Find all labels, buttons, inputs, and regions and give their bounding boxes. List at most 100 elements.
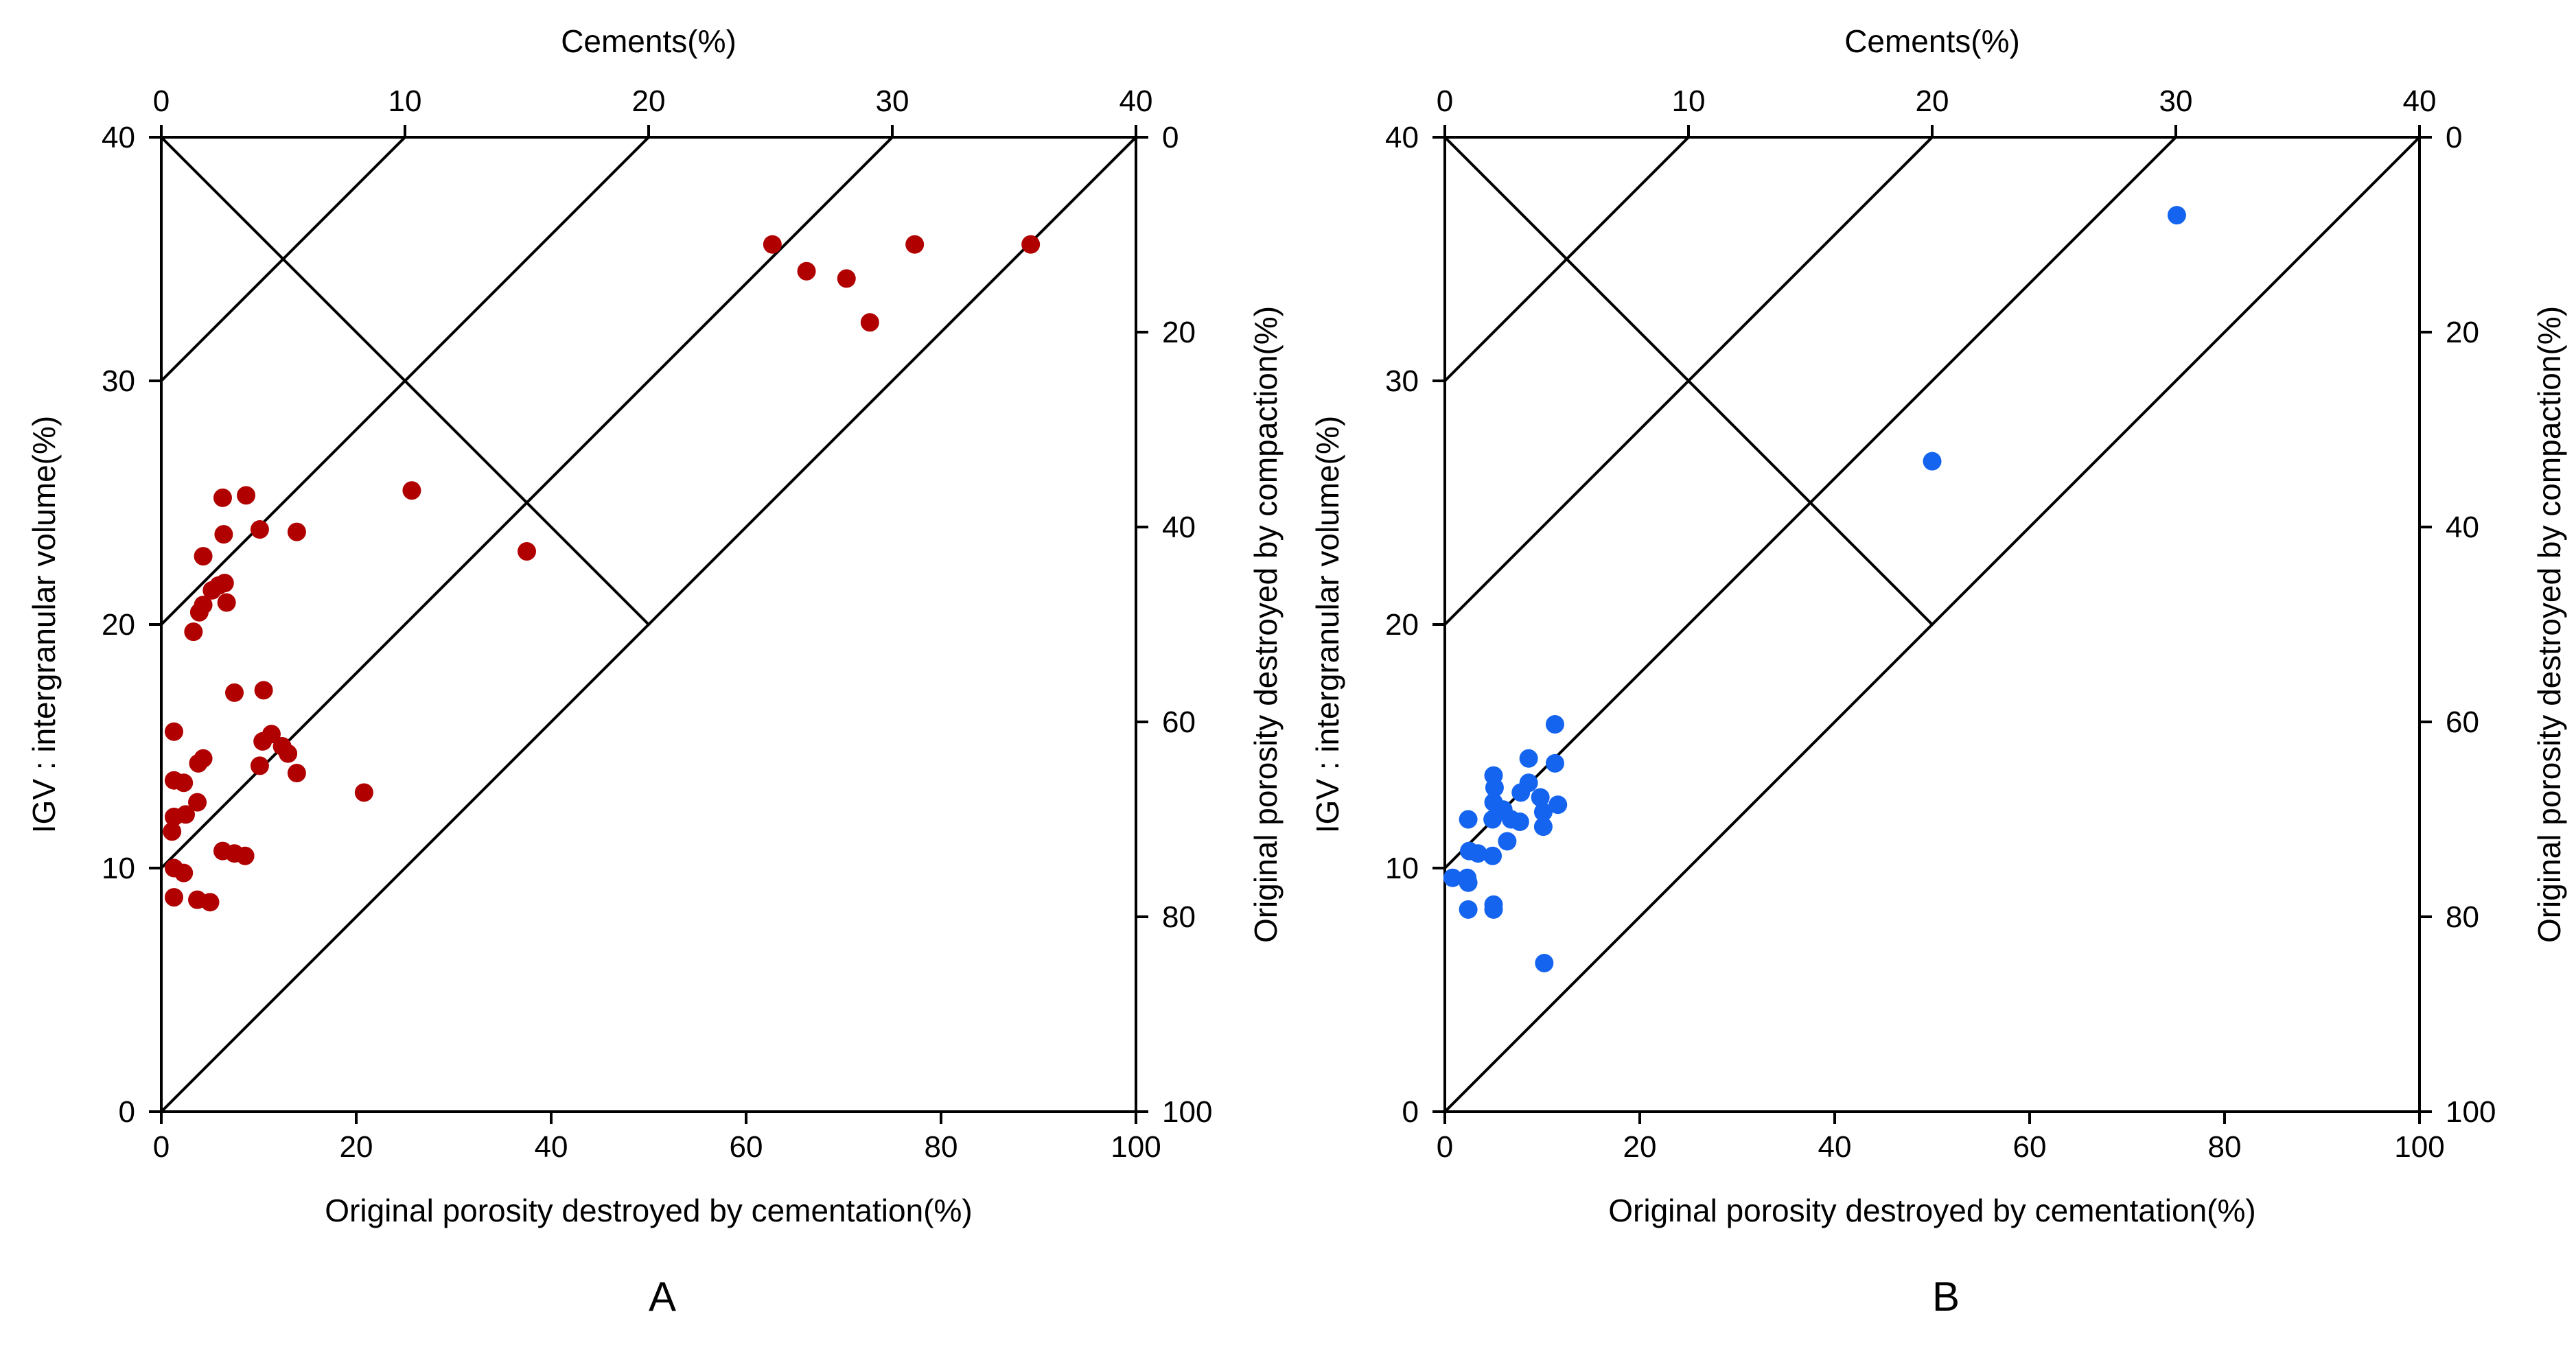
- data-point: [1459, 810, 1478, 829]
- data-point: [1484, 900, 1503, 919]
- axis-ticks: [149, 125, 1148, 1124]
- right-tick-label: 100: [1162, 1095, 1212, 1129]
- data-point: [164, 722, 183, 741]
- x-tick-label: 40: [1818, 1130, 1852, 1164]
- data-point: [1468, 844, 1487, 863]
- y-tick-label: 30: [102, 364, 135, 398]
- y-tick-label: 0: [119, 1095, 135, 1129]
- data-point: [254, 681, 273, 700]
- data-point: [163, 822, 182, 841]
- data-point: [1535, 953, 1554, 972]
- panel-label: B: [1932, 1274, 1960, 1320]
- x-tick-label: 20: [340, 1130, 373, 1164]
- data-point: [860, 313, 879, 332]
- top-tick-label: 30: [876, 84, 909, 118]
- data-points: [163, 235, 1041, 912]
- data-point: [1923, 452, 1942, 471]
- data-point: [1443, 868, 1462, 887]
- data-point: [1483, 846, 1502, 865]
- panel-label: A: [649, 1274, 676, 1320]
- y-axis-label: IGV : intergranular volume(%): [1310, 416, 1345, 833]
- data-point: [1511, 783, 1531, 802]
- tick-labels: 0 20 40 60 80 100 0 10 20 30 40 0 10 20 30 40 0 20 40 60 80 1…: [1385, 84, 2496, 1164]
- right-tick-label: 40: [1162, 511, 1196, 544]
- x-tick-label: 0: [1437, 1130, 1453, 1164]
- data-point: [1548, 795, 1568, 815]
- data-point: [1459, 873, 1478, 892]
- data-point: [1483, 810, 1502, 829]
- guide-lines: [159, 135, 1138, 1114]
- data-point: [174, 773, 194, 793]
- x-tick-label: 0: [153, 1130, 170, 1164]
- data-point: [1531, 788, 1550, 807]
- y-tick-label: 30: [1385, 364, 1419, 398]
- data-point: [189, 753, 208, 773]
- data-point: [1519, 749, 1538, 768]
- right-axis-label: Original porosity destroyed by compactio…: [2531, 306, 2567, 943]
- right-tick-label: 80: [2446, 900, 2479, 934]
- data-point: [225, 683, 244, 702]
- panel-a: 0 20 40 60 80 100 0 10 20 30 40 0 10 20 30 40 0 20 40 60 80 1…: [26, 23, 1284, 1320]
- y-tick-label: 20: [1385, 608, 1419, 642]
- data-point: [164, 888, 183, 907]
- x-tick-label: 100: [2394, 1130, 2444, 1164]
- data-point: [1545, 715, 1564, 734]
- x-tick-label: 60: [2013, 1130, 2047, 1164]
- top-tick-label: 40: [1119, 84, 1153, 118]
- compaction-cementation-divider: [1443, 135, 1934, 627]
- top-axis-label: Cements(%): [561, 23, 736, 59]
- top-tick-label: 30: [2159, 84, 2193, 118]
- data-point: [200, 893, 220, 912]
- data-point: [194, 547, 213, 566]
- y-axis-label: IGV : intergranular volume(%): [26, 416, 62, 833]
- top-tick-label: 20: [632, 84, 666, 118]
- right-tick-label: 60: [1162, 705, 1196, 739]
- right-tick-label: 20: [2446, 316, 2479, 349]
- guide-lines: [1443, 135, 2422, 1114]
- panel-b: 0 20 40 60 80 100 0 10 20 30 40 0 10 20 30 40 0 20 40 60 80 1…: [1310, 23, 2567, 1320]
- y-tick-label: 10: [102, 852, 135, 885]
- right-tick-label: 60: [2446, 705, 2479, 739]
- right-tick-label: 0: [2446, 121, 2462, 154]
- top-tick-label: 20: [1916, 84, 1949, 118]
- y-tick-label: 0: [1402, 1095, 1419, 1129]
- right-tick-label: 0: [1162, 121, 1179, 154]
- data-point: [174, 863, 194, 882]
- data-point: [250, 520, 269, 539]
- x-tick-label: 40: [535, 1130, 568, 1164]
- data-point: [1498, 832, 1517, 851]
- data-points: [1443, 206, 2186, 972]
- data-point: [184, 622, 203, 642]
- data-point: [188, 793, 207, 812]
- data-point: [1533, 817, 1553, 837]
- data-point: [237, 486, 256, 505]
- data-point: [215, 574, 234, 593]
- right-tick-label: 40: [2446, 511, 2479, 544]
- x-axis-label: Original porosity destroyed by cementati…: [325, 1193, 972, 1228]
- data-point: [2167, 206, 2186, 225]
- y-tick-label: 40: [1385, 121, 1419, 154]
- x-tick-label: 100: [1111, 1130, 1161, 1164]
- data-point: [217, 593, 236, 612]
- tick-labels: 0 20 40 60 80 100 0 10 20 30 40 0 10 20 30 40 0 20 40 60 80 1…: [102, 84, 1212, 1164]
- data-point: [905, 235, 925, 254]
- data-point: [354, 783, 373, 802]
- right-tick-label: 80: [1162, 900, 1196, 934]
- data-point: [837, 269, 856, 288]
- data-point: [176, 805, 195, 824]
- data-point: [1485, 778, 1504, 797]
- top-tick-label: 40: [2403, 84, 2437, 118]
- data-point: [213, 488, 232, 507]
- compaction-cementation-divider: [159, 135, 651, 627]
- data-point: [763, 235, 782, 254]
- data-point: [235, 846, 255, 865]
- data-point: [279, 744, 298, 763]
- top-tick-label: 0: [153, 84, 170, 118]
- y-tick-label: 20: [102, 608, 135, 642]
- top-tick-label: 10: [388, 84, 422, 118]
- data-point: [253, 732, 272, 751]
- data-point: [797, 261, 816, 281]
- x-tick-label: 60: [730, 1130, 763, 1164]
